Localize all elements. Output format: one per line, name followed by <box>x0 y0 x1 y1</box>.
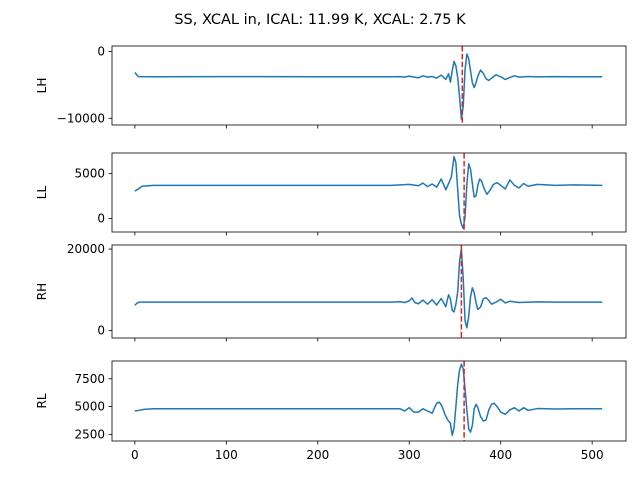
y-tick-label: 0 <box>97 44 105 58</box>
subplot-rl: 2500 5000 7500 RL 0 100 200 300 400 500 <box>35 360 627 462</box>
x-tick-label: 300 <box>398 448 421 462</box>
y-axis-label: LL <box>35 186 49 200</box>
series-line <box>134 248 603 329</box>
figure-title: SS, XCAL in, ICAL: 11.99 K, XCAL: 2.75 K <box>174 12 466 28</box>
axes-frame <box>111 244 627 339</box>
series-line <box>134 53 603 120</box>
y-tick-label: 5000 <box>74 167 105 181</box>
y-axis-label: RH <box>35 283 49 300</box>
axes-frame <box>111 45 627 126</box>
x-tick-label: 500 <box>581 448 604 462</box>
x-tick-label: 100 <box>215 448 238 462</box>
subplot-ll: 0 5000 LL <box>35 152 627 236</box>
x-tick-label: 0 <box>131 448 139 462</box>
axes-frame <box>111 152 627 233</box>
y-tick-label: 5000 <box>74 400 105 414</box>
y-tick-label: 0 <box>97 324 105 338</box>
x-tick-label: 200 <box>306 448 329 462</box>
axes-frame <box>111 360 627 442</box>
y-tick-label: 20000 <box>67 242 105 256</box>
subplot-rh: 0 20000 RH <box>35 242 627 342</box>
y-tick-label: 0 <box>97 212 105 226</box>
subplot-stack: 0 −10000 LH 0 5000 LL 0 20000 RH 2500 5000 7500 RL 0 1… <box>35 44 627 462</box>
y-tick-label: 2500 <box>74 427 105 441</box>
y-tick-label: 7500 <box>74 372 105 386</box>
y-axis-label: LH <box>35 78 49 94</box>
series-line <box>134 363 603 437</box>
x-tick-label: 400 <box>489 448 512 462</box>
y-tick-label: −10000 <box>57 111 105 125</box>
y-axis-label: RL <box>35 393 49 408</box>
subplot-lh: 0 −10000 LH <box>35 44 627 129</box>
series-line <box>134 155 603 230</box>
